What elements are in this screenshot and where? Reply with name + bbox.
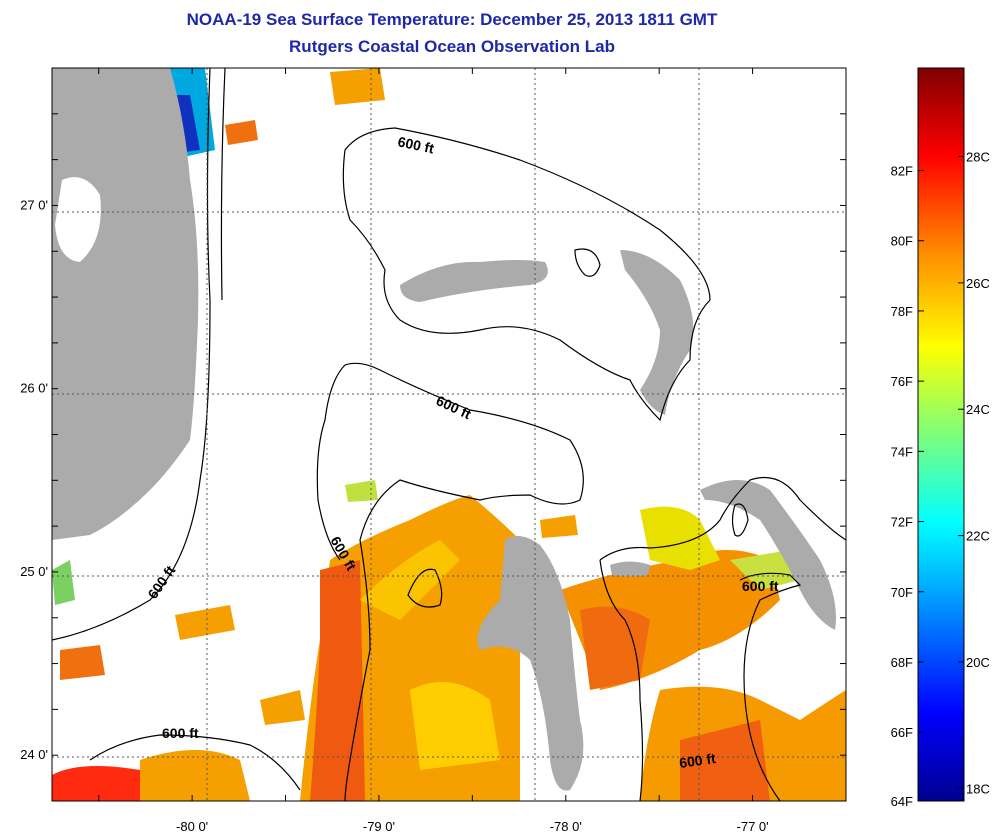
celsius-label: 18C [966,781,990,796]
lat-tick-label: 26 0' [20,381,48,396]
temperature-colorbar [917,67,965,802]
lake-okeechobee [55,177,101,262]
lat-lon-grid [52,68,846,801]
lon-tick-label: -77 0' [737,819,769,834]
lat-tick-label: 25 0' [20,564,48,579]
fahrenheit-label: 64F [891,794,913,809]
fahrenheit-label: 68F [891,655,913,670]
600ft-isobath [52,68,846,801]
abaco-island [620,250,694,415]
contour-label: 600 ft [162,725,199,741]
fahrenheit-label: 80F [891,234,913,249]
celsius-label: 20C [966,655,990,670]
fahrenheit-label: 82F [891,164,913,179]
fahrenheit-label: 78F [891,304,913,319]
lat-tick-label: 24 0' [20,747,48,762]
fahrenheit-label: 72F [891,515,913,530]
fahrenheit-label: 66F [891,725,913,740]
fahrenheit-label: 70F [891,585,913,600]
lat-tick-label: 27 0' [20,197,48,212]
andros-island [477,536,584,791]
celsius-label: 24C [966,402,990,417]
fahrenheit-label: 74F [891,444,913,459]
lon-tick-label: -80 0' [176,819,208,834]
celsius-label: 28C [966,149,990,164]
map-axes: -80 0' -79 0' -78 0' -77 0' 24 0' 25 0' 26 0' 2… [20,67,847,834]
colorbar-labels: 82F 80F 78F 76F 74F 72F 70F 68F 66F 64F 28C 26C 24C 2… [891,149,990,809]
lon-tick-label: -79 0' [363,819,395,834]
new-providence-island [610,561,650,577]
contour-label: 600 ft [742,578,779,594]
eleuthera-island [700,480,836,630]
map-title: NOAA-19 Sea Surface Temperature: Decembe… [186,10,718,29]
contour-label: 600 ft [396,133,435,156]
lon-tick-label: -78 0' [550,819,582,834]
celsius-label: 26C [966,276,990,291]
celsius-label: 22C [966,529,990,544]
map-subtitle: Rutgers Coastal Ocean Observation Lab [289,37,615,56]
fahrenheit-label: 76F [891,374,913,389]
contour-label: 600 ft [678,750,717,771]
grand-bahama-island [400,260,548,302]
